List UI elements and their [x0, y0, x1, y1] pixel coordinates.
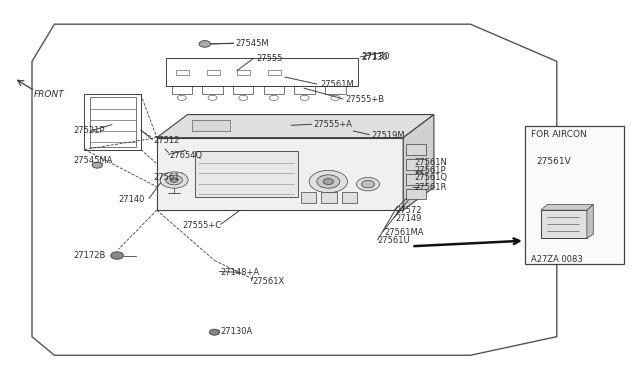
Polygon shape: [587, 205, 593, 238]
Bar: [406, 144, 426, 155]
Bar: [406, 189, 426, 199]
Bar: [195, 151, 298, 197]
Circle shape: [309, 170, 348, 193]
Polygon shape: [157, 115, 434, 138]
Text: 27130A: 27130A: [221, 327, 253, 336]
Text: 27149: 27149: [396, 214, 422, 223]
Text: 27172B: 27172B: [74, 251, 106, 260]
Circle shape: [317, 175, 340, 188]
Bar: [541, 210, 587, 238]
Bar: [207, 70, 220, 75]
Text: A27ZA 0083: A27ZA 0083: [531, 255, 583, 264]
Bar: [165, 146, 186, 153]
Bar: [321, 192, 337, 203]
Bar: [325, 86, 346, 94]
Circle shape: [323, 179, 333, 185]
Circle shape: [111, 252, 124, 259]
Circle shape: [166, 175, 182, 185]
Text: 27545MA: 27545MA: [74, 156, 113, 165]
Bar: [406, 174, 426, 185]
Bar: [202, 86, 223, 94]
Circle shape: [170, 178, 178, 182]
Bar: [294, 86, 315, 94]
Text: 27561P: 27561P: [415, 166, 446, 174]
Bar: [172, 86, 192, 94]
Text: 27555+C: 27555+C: [182, 221, 221, 230]
Bar: [176, 70, 189, 75]
Text: 27130: 27130: [362, 52, 390, 61]
Polygon shape: [403, 115, 434, 210]
Text: 27561U: 27561U: [378, 236, 410, 245]
Circle shape: [362, 180, 374, 188]
Bar: [233, 86, 253, 94]
Text: 27521P: 27521P: [74, 126, 105, 135]
Text: 27561: 27561: [154, 173, 180, 182]
Text: 27555+B: 27555+B: [346, 95, 385, 104]
Circle shape: [160, 172, 188, 188]
Polygon shape: [541, 205, 593, 210]
Circle shape: [199, 41, 211, 47]
Text: 27140: 27140: [118, 195, 145, 204]
Text: 27519M: 27519M: [371, 131, 405, 140]
Text: 27512: 27512: [154, 136, 180, 145]
Text: 27561V: 27561V: [536, 157, 571, 166]
Text: FRONT: FRONT: [33, 90, 64, 99]
Text: 27130: 27130: [362, 53, 388, 62]
Bar: [166, 58, 358, 86]
Text: 27561R: 27561R: [415, 183, 447, 192]
Text: 27561M: 27561M: [320, 80, 354, 89]
Bar: [268, 70, 281, 75]
Bar: [342, 192, 357, 203]
Text: 27545M: 27545M: [236, 39, 269, 48]
Text: 27572: 27572: [396, 206, 422, 215]
Bar: [237, 70, 250, 75]
Bar: [406, 159, 426, 170]
Bar: [525, 126, 624, 264]
Bar: [90, 97, 136, 147]
Text: 27561N: 27561N: [415, 158, 447, 167]
Text: 27561Q: 27561Q: [415, 173, 448, 182]
Bar: [301, 192, 316, 203]
Circle shape: [92, 162, 102, 168]
Bar: [191, 119, 230, 131]
Text: 27555+A: 27555+A: [314, 120, 353, 129]
Text: 27561X: 27561X: [253, 277, 285, 286]
Text: FOR AIRCON: FOR AIRCON: [531, 130, 587, 139]
Bar: [84, 94, 141, 150]
Circle shape: [209, 329, 220, 335]
Text: 27561MA: 27561MA: [384, 228, 424, 237]
Circle shape: [356, 177, 380, 191]
Bar: [264, 86, 284, 94]
Text: 27654Q: 27654Q: [170, 151, 203, 160]
Text: 27148+A: 27148+A: [221, 268, 260, 277]
Polygon shape: [157, 138, 403, 210]
Text: 27555: 27555: [256, 54, 282, 63]
